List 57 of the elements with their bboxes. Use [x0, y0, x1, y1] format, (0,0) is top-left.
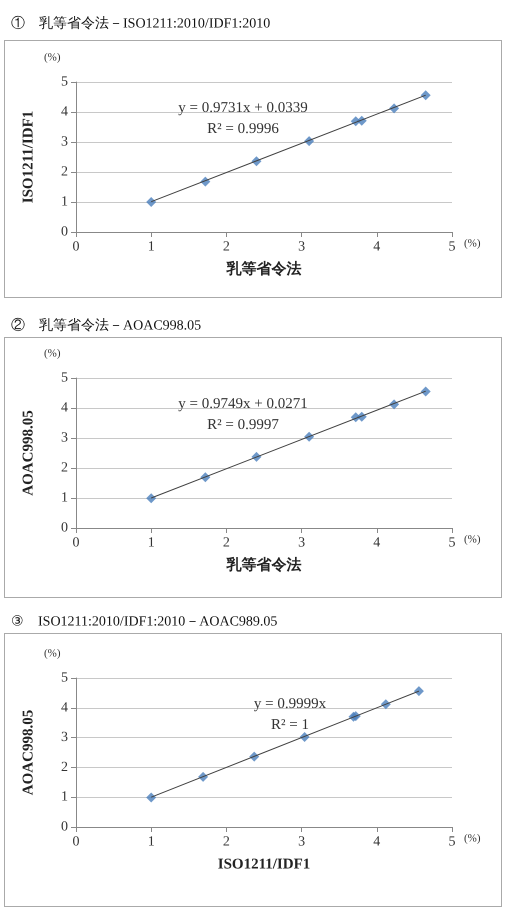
y-tick-label: 2: [61, 164, 68, 180]
x-tick-label: 5: [448, 834, 456, 850]
text: (%): [464, 534, 481, 546]
annotation: y = 0.9731x + 0.0339: [178, 100, 308, 116]
y-tick-label: 4: [61, 104, 68, 120]
y-tick-label: 4: [61, 700, 68, 716]
y-tick-label: 5: [61, 74, 68, 90]
y-tick-label: 5: [61, 670, 68, 686]
chart-title: ③ ISO1211:2010/IDF1:2010－AOAC989.05: [11, 614, 278, 630]
chart-title: ② 乳等省令法－AOAC998.05: [11, 318, 202, 334]
y-axis-title: AOAC998.05: [20, 710, 36, 796]
text: (%): [464, 238, 481, 250]
y-tick-label: 1: [61, 194, 68, 210]
x-tick-label: 3: [298, 834, 306, 850]
annotation: R² = 0.9996: [207, 121, 280, 137]
y-tick-label: 1: [61, 490, 68, 506]
y-tick-label: 3: [61, 730, 68, 746]
x-axis-title: 乳等省令法: [226, 556, 302, 574]
y-tick-label: 0: [61, 820, 68, 834]
x-tick-label: 4: [373, 834, 380, 850]
x-tick-label: 2: [222, 834, 230, 850]
y-tick-label: 3: [61, 430, 68, 446]
y-tick-label: 3: [61, 134, 68, 150]
y-tick-label: 1: [61, 790, 68, 805]
text: (%): [464, 832, 481, 844]
x-tick-label: 4: [373, 536, 380, 550]
text: (%): [44, 52, 61, 64]
x-tick-label: 0: [72, 834, 80, 850]
y-tick-label: 5: [61, 370, 68, 386]
x-tick-label: 2: [222, 536, 230, 550]
y-tick-label: 2: [61, 760, 68, 775]
text: (%): [44, 348, 61, 360]
y-tick-label: 0: [61, 224, 68, 240]
x-axis-title: 乳等省令法: [226, 260, 302, 278]
x-tick-label: 5: [448, 536, 456, 550]
x-tick-label: 1: [148, 240, 155, 254]
text: (%): [44, 648, 61, 660]
y-tick-label: 0: [61, 520, 68, 536]
x-axis-title: ISO1211/IDF1: [218, 856, 310, 872]
annotation: y = 0.9749x + 0.0271: [178, 396, 308, 412]
x-tick-label: 3: [298, 536, 306, 550]
annotation: R² = 0.9997: [207, 417, 280, 433]
x-tick-label: 0: [72, 240, 80, 254]
x-tick-label: 1: [148, 536, 155, 550]
y-axis-title: AOAC998.05: [20, 410, 36, 496]
x-tick-label: 4: [373, 240, 380, 254]
x-tick-label: 0: [72, 536, 80, 550]
x-tick-label: 5: [448, 240, 456, 254]
x-tick-label: 2: [222, 240, 230, 254]
annotation: R² = 1: [271, 717, 309, 733]
y-tick-label: 4: [61, 400, 68, 416]
x-tick-label: 1: [148, 834, 155, 850]
x-tick-label: 3: [298, 240, 306, 254]
chart-title: ① 乳等省令法－ISO1211:2010/IDF1:2010: [11, 16, 270, 32]
y-axis-title: ISO1211/IDF1: [20, 110, 36, 204]
y-tick-label: 2: [61, 460, 68, 476]
annotation: y = 0.9999x: [254, 696, 327, 712]
